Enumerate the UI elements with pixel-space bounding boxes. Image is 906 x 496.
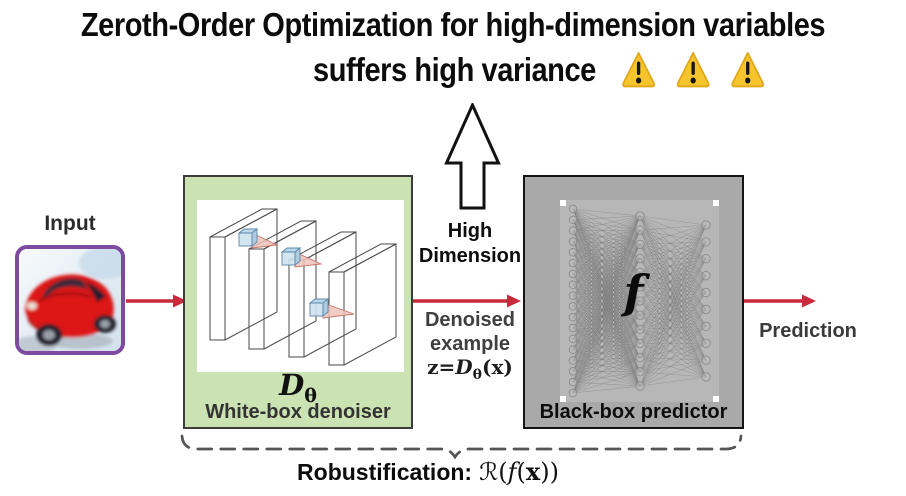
robustification-label: Robustification: ℛ(f(x)) (297, 457, 559, 486)
arrow-predictor-to-prediction (744, 294, 816, 308)
black-box-predictor: f Black-box predictor (523, 175, 744, 429)
input-image-frame (15, 245, 125, 355)
denoiser-label: White-box denoiser (205, 401, 391, 423)
arrow-denoiser-to-predictor (413, 294, 521, 308)
denoised-example-label: Denoised example (424, 309, 516, 355)
predictor-symbol: f (623, 265, 644, 319)
denoiser-symbol: Dθ (279, 368, 317, 407)
predictor-label: Black-box predictor (539, 401, 728, 423)
warning-icon (731, 52, 765, 88)
cnn-layers-icon (209, 208, 397, 366)
title-line-2-text: suffers high variance (313, 51, 596, 88)
high-dimension-label: High Dimension (418, 220, 522, 267)
nn-illustration-panel (560, 200, 719, 402)
title-line-2: suffers high variance (313, 49, 766, 91)
prediction-label: Prediction (759, 320, 857, 342)
car-image (19, 249, 121, 351)
conv-kernel-icon (280, 247, 323, 268)
conv-kernel-icon (237, 228, 279, 249)
warning-icon (622, 52, 656, 88)
warning-icons-row (621, 49, 765, 91)
neural-network-icon (560, 200, 719, 402)
input-label: Input (44, 212, 96, 235)
arrow-input-to-denoiser (126, 294, 187, 308)
conv-kernel-icon (308, 298, 355, 319)
robustification-formula: ℛ(f(x)) (479, 457, 559, 486)
title-line-1: Zeroth-Order Optimization for high-dimen… (80, 6, 826, 43)
cnn-illustration-panel (197, 200, 404, 372)
warning-icon (677, 52, 710, 88)
denoised-formula: z=Dθ(x) (427, 355, 513, 383)
white-box-denoiser: Dθ White-box denoiser (183, 175, 413, 429)
up-arrow-icon (444, 103, 501, 210)
robustification-brace (180, 434, 743, 460)
